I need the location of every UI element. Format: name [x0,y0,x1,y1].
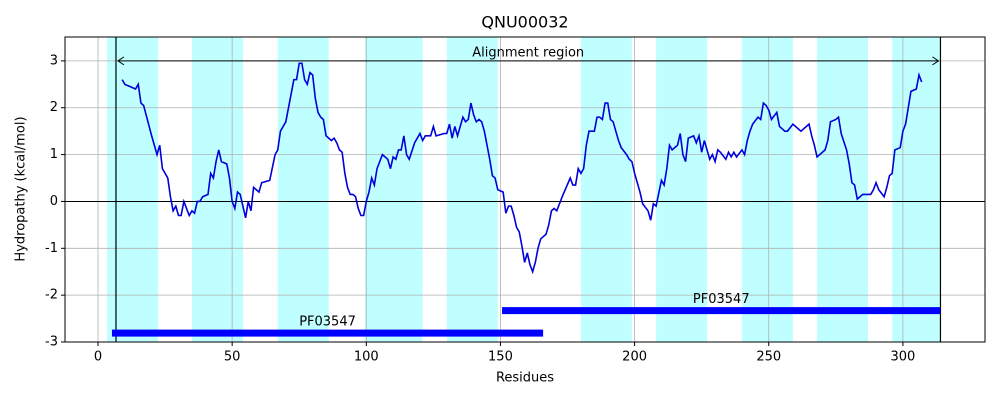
y-tick-label: 2 [50,100,58,115]
tm-region [656,37,708,342]
plot-frame [64,36,986,343]
y-tick-label: 0 [50,194,58,209]
y-tick-label: -2 [45,288,58,303]
tm-region [817,37,869,342]
tm-region [580,37,632,342]
x-tick-label: 0 [94,350,102,365]
y-tick-label: -3 [45,335,58,350]
domain-label: PF03547 [299,315,356,330]
tm-region [446,37,498,342]
x-tick-label: 50 [224,350,241,365]
marks: Alignment region PF03547 PF03547 [111,37,942,342]
y-tick-label: 3 [50,53,58,68]
arrow-head [117,56,125,66]
x-tick-label: 200 [622,350,647,365]
y-axis-label: Hydropathy (kcal/mol) [14,116,29,261]
alignment-label: Alignment region [472,45,584,60]
hydropathy-line [121,62,923,275]
tm-region [191,37,243,342]
x-axis-label: Residues [496,371,554,386]
regions [107,37,941,342]
x-tick-label: 150 [488,350,513,365]
tm-region [277,37,329,342]
domain-bar [502,307,941,315]
x-tick-label: 100 [354,350,379,365]
x-tick-label: 300 [890,350,915,365]
domain-bar [111,329,544,337]
grid: 0 50 100 150 200 250 300 -3 -2 -1 0 1 2 3 [45,37,985,365]
y-tick-label: 1 [50,147,58,162]
tm-region [741,37,793,342]
chart-title: QNU00032 [481,13,568,32]
domain-label: PF03547 [693,292,750,307]
tm-region [107,37,159,342]
tm-region [892,37,941,342]
arrow-head [932,56,940,66]
x-tick-label: 250 [756,350,781,365]
y-tick-label: -1 [45,241,58,256]
tm-region [364,37,423,342]
